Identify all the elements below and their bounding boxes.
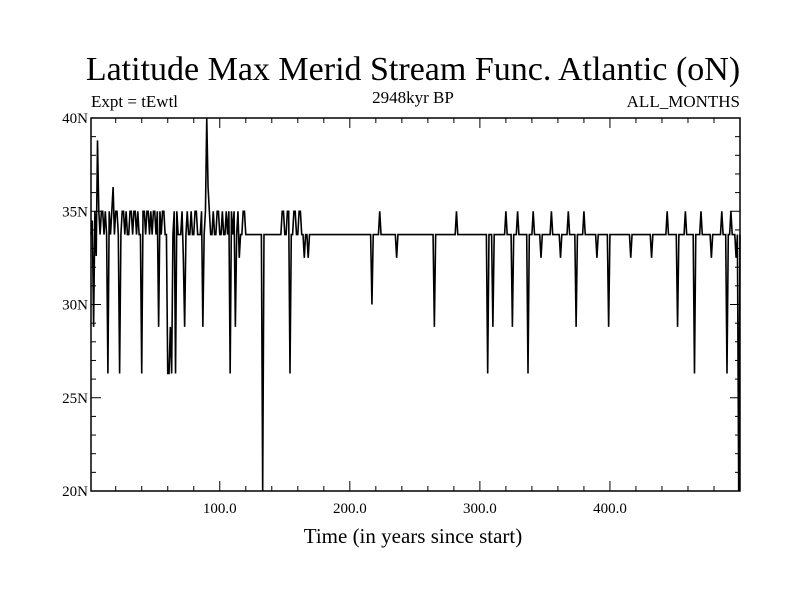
y-tick-label: 35N: [62, 204, 88, 220]
subtitle-center: 2948kyr BP: [372, 88, 454, 107]
x-tick-label: 400.0: [593, 501, 627, 517]
x-axis-label: Time (in years since start): [304, 524, 523, 548]
x-tick-label: 300.0: [463, 501, 497, 517]
subtitle-right: ALL_MONTHS: [627, 92, 740, 111]
y-tick-label: 30N: [62, 298, 88, 314]
plot-frame: [90, 117, 741, 492]
y-tick-label: 25N: [62, 391, 88, 407]
subtitle-left: Expt = tEwtl: [91, 92, 178, 111]
chart-title: Latitude Max Merid Stream Func. Atlantic…: [86, 51, 740, 88]
y-tick-label: 40N: [62, 111, 88, 127]
y-tick-label: 20N: [62, 484, 88, 500]
series-line-latitude: [90, 117, 741, 492]
x-tick-label: 100.0: [203, 501, 237, 517]
x-tick-label: 200.0: [333, 501, 367, 517]
